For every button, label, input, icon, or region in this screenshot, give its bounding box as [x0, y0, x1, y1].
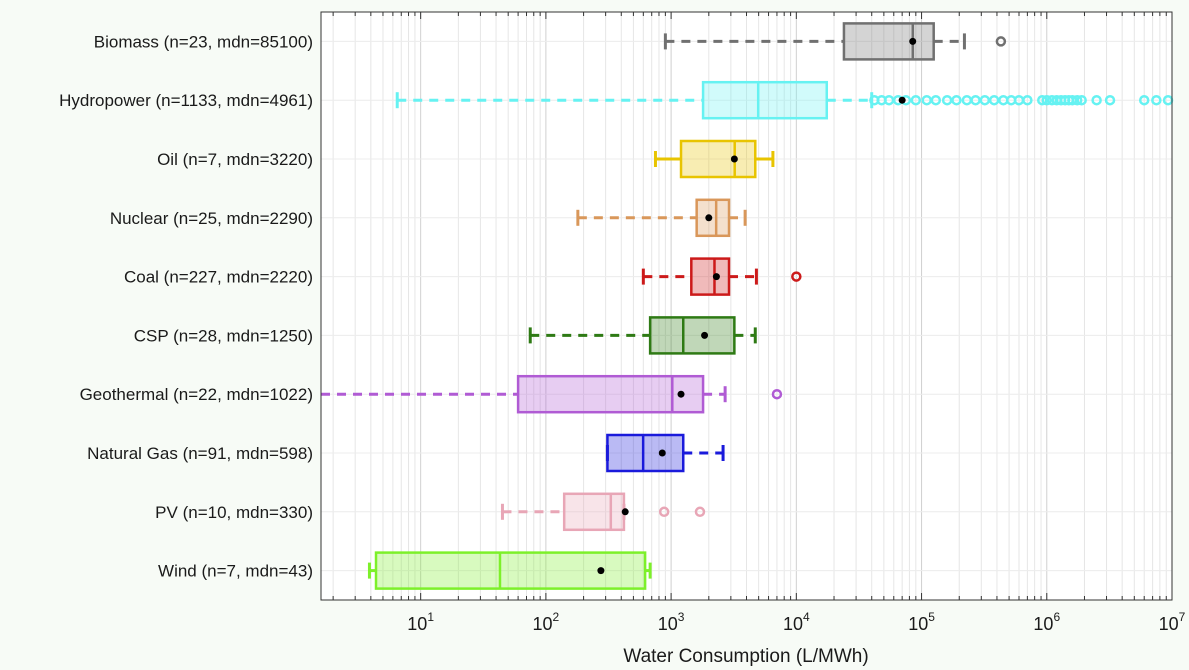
outlier-point: [1041, 94, 1053, 106]
x-tick-label: 102: [533, 610, 560, 634]
box-3: [576, 198, 747, 238]
outlier-point: [771, 388, 783, 400]
outlier-point: [979, 94, 991, 106]
outlier-point: [930, 94, 942, 106]
outlier-point: [1036, 94, 1048, 106]
mean-point: [597, 567, 605, 575]
category-label: Coal (n=227, mdn=2220): [124, 268, 313, 287]
outlier-point: [1091, 94, 1102, 106]
category-label: Biomass (n=23, mdn=85100): [94, 32, 313, 51]
boxes-layer: [321, 22, 1174, 590]
plot-frame: [320, 11, 1173, 601]
mean-point: [677, 390, 685, 398]
mean-point: [898, 96, 906, 104]
mean-point: [909, 37, 917, 45]
iqr-box: [606, 433, 685, 473]
mean-point: [701, 331, 709, 339]
iqr-box: [516, 374, 705, 414]
outlier-point: [910, 94, 922, 106]
mean-point: [705, 214, 713, 222]
outlier-point: [1151, 94, 1162, 106]
outlier-point: [995, 36, 1007, 47]
grid-lines: [321, 12, 1173, 600]
x-axis-title: Water Consumption (L/MWh): [623, 646, 868, 667]
category-label: Oil (n=7, mdn=3220): [157, 150, 313, 169]
iqr-box: [562, 492, 626, 532]
iqr-box: [701, 80, 829, 120]
iqr-box: [695, 198, 731, 238]
x-tick-label: 107: [1159, 610, 1186, 634]
outlier-point: [1067, 94, 1078, 106]
mean-point: [712, 273, 720, 281]
box-4: [641, 257, 802, 296]
mean-point: [621, 508, 629, 516]
category-label: Nuclear (n=25, mdn=2290): [110, 209, 313, 228]
category-label: CSP (n=28, mdn=1250): [134, 326, 313, 345]
outlier-point: [941, 94, 953, 106]
x-tick-label: 106: [1033, 610, 1060, 634]
x-axis-ticks: 101 102 103 104 105 106 107: [407, 610, 1185, 634]
outlier-point: [1076, 94, 1087, 106]
category-label: PV (n=10, mdn=330): [155, 503, 313, 522]
outlier-point: [791, 271, 802, 282]
mean-point: [730, 155, 738, 163]
x-tick-label: 105: [908, 610, 935, 634]
category-label: Geothermal (n=22, mdn=1022): [80, 385, 313, 404]
box-2: [653, 139, 775, 179]
x-tick-label: 101: [407, 610, 434, 634]
outlier-point: [951, 94, 962, 106]
mean-point: [658, 449, 666, 457]
outlier-point: [658, 506, 670, 518]
x-tick-label: 104: [783, 610, 810, 634]
box-6: [321, 374, 783, 414]
iqr-box: [679, 139, 757, 179]
iqr-box: [374, 551, 647, 590]
box-5: [528, 316, 757, 355]
category-label: Natural Gas (n=91, mdn=598): [87, 444, 313, 463]
outlier-point: [1071, 94, 1083, 106]
box-0: [663, 22, 1007, 61]
outlier-point: [1104, 94, 1116, 106]
box-9: [367, 551, 652, 590]
category-label: Wind (n=7, mdn=43): [158, 562, 313, 581]
iqr-box: [648, 316, 736, 355]
box-8: [500, 492, 706, 532]
iqr-box: [842, 22, 935, 61]
x-tick-label: 103: [658, 610, 685, 634]
box-1: [395, 80, 1174, 120]
outlier-point: [1138, 94, 1150, 106]
category-label: Hydropower (n=1133, mdn=4961): [59, 91, 313, 110]
category-labels: Biomass (n=23, mdn=85100) Hydropower (n=1…: [59, 32, 313, 580]
box-7: [605, 433, 725, 473]
outlier-point: [694, 506, 706, 518]
outlier-point: [1022, 94, 1033, 106]
iqr-box: [690, 257, 731, 296]
